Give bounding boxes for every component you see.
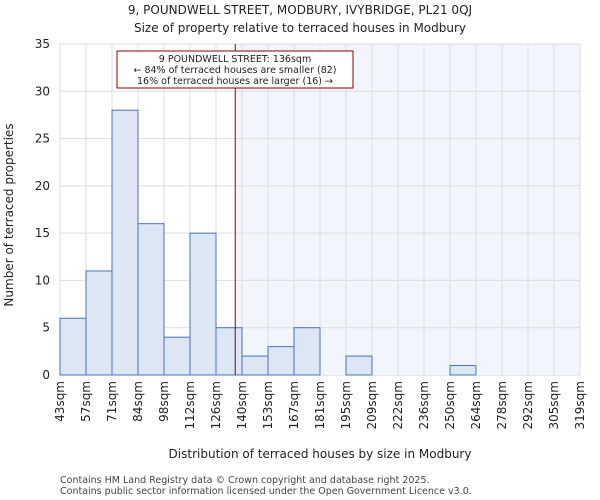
x-tick-label: 319sqm <box>573 381 587 429</box>
bar <box>111 109 139 376</box>
footer-line-1: Contains HM Land Registry data © Crown c… <box>60 475 430 486</box>
bar <box>345 355 373 376</box>
x-tick-label: 222sqm <box>391 381 405 429</box>
x-tick-label: 84sqm <box>131 381 145 422</box>
annotation-line-1: 9 POUNDWELL STREET: 136sqm <box>159 54 311 65</box>
bars <box>59 109 477 376</box>
x-tick-label: 167sqm <box>287 381 301 429</box>
x-tick-label: 98sqm <box>157 381 171 422</box>
x-tick-label: 43sqm <box>53 381 67 422</box>
gridlines <box>59 43 581 375</box>
bar <box>189 232 217 376</box>
bar <box>241 355 269 376</box>
x-tick-label: 236sqm <box>417 381 431 429</box>
x-tick-label: 264sqm <box>469 381 483 429</box>
x-tick-label: 126sqm <box>209 381 223 429</box>
bar <box>85 270 113 376</box>
chart-title: 9, POUNDWELL STREET, MODBURY, IVYBRIDGE,… <box>128 3 472 17</box>
bar <box>215 327 243 376</box>
x-tick-label: 250sqm <box>443 381 457 429</box>
x-axis-ticks: 43sqm 57sqm 71sqm 84sqm 98sqm 112sqm 126sqm 140… <box>53 381 587 429</box>
y-tick-label: 15 <box>35 226 50 240</box>
x-tick-label: 57sqm <box>79 381 93 422</box>
y-axis-label: Number of terraced properties <box>2 123 16 306</box>
y-tick-label: 5 <box>42 321 50 335</box>
x-tick-label: 153sqm <box>261 381 275 429</box>
x-tick-label: 305sqm <box>547 381 561 429</box>
y-tick-label: 10 <box>35 273 50 287</box>
annotation-line-3: 16% of terraced houses are larger (16) → <box>137 76 333 87</box>
bar <box>59 317 87 376</box>
bar <box>267 346 295 376</box>
x-tick-label: 71sqm <box>105 381 119 422</box>
footer-line-2: Contains public sector information licen… <box>60 486 472 497</box>
x-tick-label: 278sqm <box>495 381 509 429</box>
larger-region-highlight <box>235 44 580 375</box>
y-tick-label: 0 <box>42 368 50 382</box>
x-tick-label: 181sqm <box>313 381 327 429</box>
x-tick-label: 209sqm <box>365 381 379 429</box>
y-tick-label: 35 <box>35 37 50 51</box>
x-tick-label: 292sqm <box>521 381 535 429</box>
y-tick-label: 20 <box>35 179 50 193</box>
annotation-line-2: ← 84% of terraced houses are smaller (82… <box>133 65 336 76</box>
bar <box>293 327 321 376</box>
bar <box>137 223 165 376</box>
x-tick-label: 195sqm <box>339 381 353 429</box>
annotation-box: 9 POUNDWELL STREET: 136sqm ← 84% of terr… <box>116 50 354 89</box>
annotation-frame <box>116 50 354 89</box>
bar <box>163 336 191 376</box>
x-tick-label: 140sqm <box>235 381 249 429</box>
y-axis-ticks: 0 5 10 15 20 25 30 35 <box>35 37 50 382</box>
chart-subtitle: Size of property relative to terraced ho… <box>134 21 466 35</box>
y-tick-label: 30 <box>35 84 50 98</box>
x-axis-label: Distribution of terraced houses by size … <box>169 447 472 461</box>
x-tick-label: 112sqm <box>183 381 197 429</box>
y-tick-label: 25 <box>35 132 50 146</box>
bar <box>449 365 477 376</box>
